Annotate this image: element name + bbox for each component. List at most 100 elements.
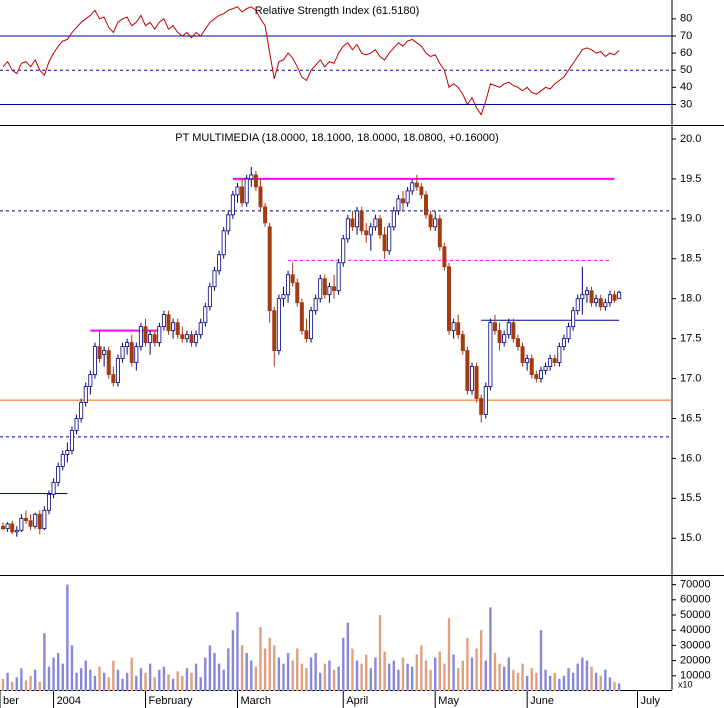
candle-body — [74, 418, 79, 431]
volume-bar — [530, 668, 533, 691]
candle-body — [378, 218, 383, 236]
candle-body — [309, 310, 314, 340]
candle-body — [373, 218, 378, 228]
candle-body — [313, 298, 318, 312]
volume-bar — [392, 660, 396, 691]
volume-bar — [351, 648, 354, 691]
candle-body — [221, 230, 226, 256]
volume-bar — [93, 675, 97, 691]
volume-bar — [535, 672, 538, 691]
volume-bar — [153, 677, 156, 691]
candle-body — [65, 450, 70, 455]
candle-body — [387, 226, 392, 252]
candle-body — [580, 294, 585, 300]
candle-body — [364, 230, 369, 236]
y-tick-label: 30 — [680, 98, 692, 110]
volume-bar — [406, 663, 409, 691]
candle-body — [520, 346, 525, 363]
candle-body — [492, 322, 497, 332]
volume-bar — [296, 648, 299, 691]
volume-bar — [332, 669, 336, 691]
volume-bar — [158, 669, 161, 691]
candle-body — [497, 330, 502, 344]
candle-body — [212, 270, 217, 288]
candle-body — [111, 374, 116, 383]
volume-bar — [135, 675, 138, 691]
volume-bar — [585, 660, 589, 691]
candle-body — [295, 282, 300, 304]
volume-bar — [319, 672, 322, 691]
candle-body — [263, 206, 268, 224]
volume-bar — [544, 669, 547, 691]
candle-body — [341, 238, 346, 264]
candle-body — [350, 218, 355, 228]
volume-bar — [38, 681, 41, 691]
y-tick-label: 40000 — [680, 624, 711, 636]
candle-body — [460, 334, 465, 352]
candle-body — [23, 517, 28, 522]
volume-bar — [484, 660, 487, 691]
volume-bar — [10, 681, 14, 691]
candle-body — [318, 278, 323, 300]
volume-bar — [84, 660, 87, 691]
scale-note: x10 — [678, 679, 693, 689]
volume-bar — [277, 657, 281, 691]
volume-bar — [47, 666, 51, 691]
candle-body — [469, 366, 474, 391]
volume-bar — [194, 663, 198, 691]
y-tick-label: 15.5 — [680, 492, 701, 504]
y-tick-label: 19.5 — [680, 173, 701, 185]
volume-bar — [434, 657, 437, 691]
candle-body — [391, 210, 396, 228]
candle-body — [575, 298, 580, 312]
candle-body — [543, 366, 548, 371]
y-tick-label: 70000 — [680, 579, 711, 591]
candle-body — [529, 358, 534, 375]
volume-bar — [112, 660, 115, 691]
candle-body — [138, 326, 143, 348]
volume-bar — [231, 630, 235, 691]
volume-bar — [185, 668, 189, 691]
y-tick-label: 19.0 — [680, 213, 701, 225]
candle-body — [14, 529, 19, 533]
candle-body — [253, 174, 258, 188]
volume-bar — [342, 637, 345, 691]
volume-bar — [562, 675, 566, 691]
volume-bar — [29, 675, 32, 691]
y-tick-label: 50 — [680, 64, 692, 76]
volume-bar — [452, 654, 455, 691]
chart-title: Relative Strength Index (61.5180) — [255, 5, 420, 17]
candle-body — [249, 174, 254, 180]
candle-body — [92, 346, 97, 375]
volume-bar — [176, 671, 179, 691]
volume-bar — [512, 669, 515, 691]
candle-body — [617, 291, 622, 300]
candle-body — [442, 246, 447, 268]
candle-body — [217, 254, 222, 272]
candle-body — [607, 294, 612, 304]
candle-body — [258, 186, 263, 208]
volume-bar — [171, 678, 175, 691]
candle-body — [488, 322, 493, 387]
candle-body — [230, 194, 235, 216]
volume-bar — [355, 660, 359, 691]
volume-bar — [286, 653, 290, 691]
volume-bar — [273, 645, 276, 691]
x-tick-label: 2004 — [57, 695, 81, 707]
volume-bar — [213, 653, 216, 691]
candle-body — [382, 234, 387, 252]
candle-body — [598, 298, 603, 308]
volume-bar — [521, 663, 524, 691]
volume-bar — [415, 654, 419, 691]
y-tick-label: 20.0 — [680, 133, 701, 145]
candle-body — [594, 298, 599, 304]
candle-body — [97, 346, 102, 359]
rsi-line — [2, 6, 620, 116]
candle-body — [332, 286, 337, 292]
candle-body — [424, 194, 429, 216]
candle-body — [134, 346, 139, 363]
x-tick-label: June — [530, 695, 554, 707]
candle-body — [584, 290, 589, 296]
candle-body — [88, 374, 93, 387]
y-tick-label: 15.0 — [680, 532, 701, 544]
